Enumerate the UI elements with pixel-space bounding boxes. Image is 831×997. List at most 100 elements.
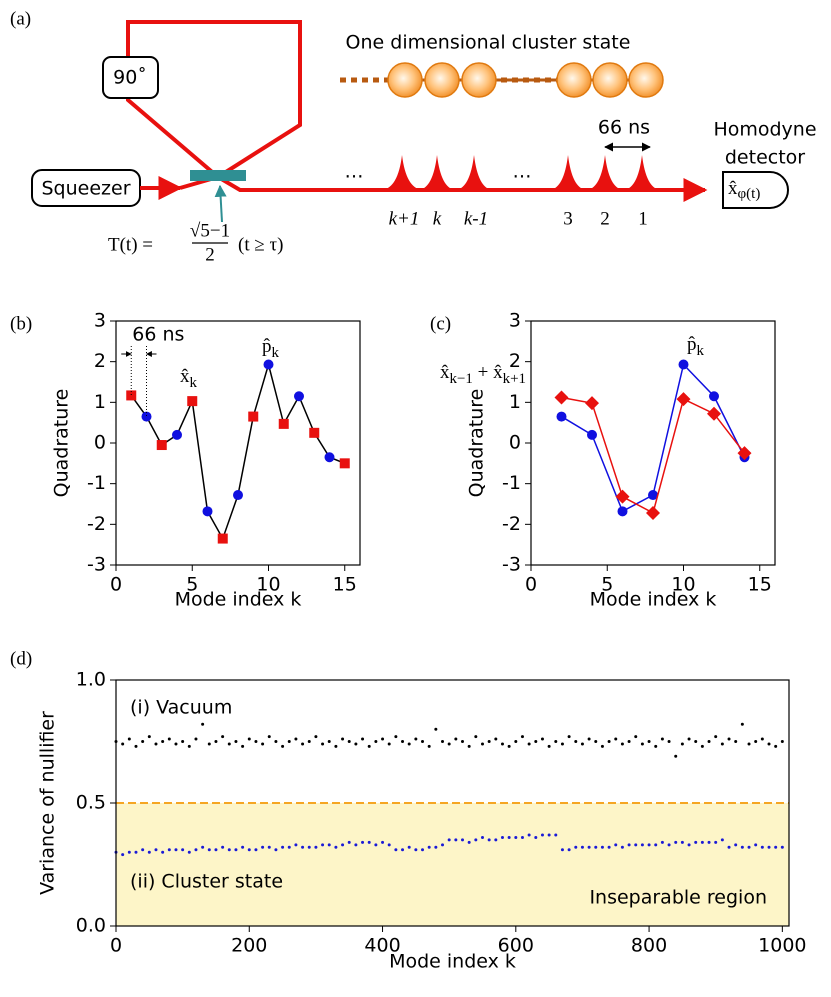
y-tick-label: -1	[502, 472, 521, 494]
marker	[126, 390, 137, 401]
panel-label: (a)	[10, 8, 31, 29]
point	[127, 850, 131, 854]
point	[121, 853, 125, 857]
point	[307, 740, 311, 743]
y-tick-label: -1	[87, 472, 106, 494]
x-tick-label: 5	[186, 574, 198, 596]
marker	[278, 418, 289, 429]
point	[154, 742, 158, 746]
marker	[217, 533, 228, 544]
y-tick-label: 3	[509, 310, 521, 332]
panel-label: (b)	[10, 313, 32, 334]
point	[381, 840, 385, 844]
point	[207, 742, 211, 746]
point	[594, 845, 598, 849]
point	[640, 742, 644, 746]
point	[221, 735, 225, 739]
point	[154, 848, 158, 852]
x-tick-label: 10	[256, 574, 280, 596]
series-label: p̂k	[687, 334, 705, 359]
point	[427, 744, 431, 748]
marker	[648, 490, 658, 501]
point	[201, 845, 205, 849]
marker	[676, 392, 691, 407]
point	[767, 742, 771, 746]
point	[367, 840, 371, 844]
point	[614, 737, 618, 741]
point	[207, 848, 211, 852]
point	[527, 742, 531, 746]
label-base: p̂	[687, 334, 697, 355]
pointer	[214, 184, 227, 223]
marker	[556, 411, 567, 422]
x-tick-label: 10	[671, 574, 695, 596]
point	[487, 740, 491, 743]
point	[354, 742, 358, 746]
point	[381, 737, 385, 741]
point	[740, 722, 744, 726]
point	[241, 744, 245, 748]
pulse-label: 2	[600, 208, 610, 229]
point	[287, 740, 291, 743]
point	[454, 838, 458, 842]
point	[447, 742, 451, 746]
point	[740, 845, 744, 849]
point	[660, 840, 664, 844]
point	[427, 845, 431, 849]
point	[327, 843, 331, 847]
point	[567, 735, 571, 739]
rotation-box	[102, 56, 159, 99]
detector-label: Homodyne	[713, 119, 816, 141]
ellipsis: …	[345, 161, 364, 183]
point	[181, 740, 185, 743]
point	[620, 742, 624, 746]
point	[500, 742, 504, 746]
marker	[263, 359, 274, 370]
y-tick-label: -3	[87, 554, 106, 576]
pulse-label: 1	[638, 208, 648, 229]
point	[500, 835, 504, 839]
point	[560, 742, 564, 746]
point	[780, 845, 784, 849]
x-tick-label: 15	[333, 574, 357, 596]
y-axis-label: Quadrature	[466, 389, 488, 498]
point	[587, 845, 591, 849]
point	[281, 744, 285, 748]
point	[627, 843, 631, 847]
point	[441, 740, 445, 743]
y-tick-label: 1	[509, 391, 521, 413]
point	[214, 740, 218, 743]
label-base: x̂	[440, 362, 450, 383]
marker	[707, 406, 721, 421]
point	[134, 744, 138, 748]
point	[647, 843, 651, 847]
point	[734, 740, 738, 743]
marker	[202, 506, 213, 517]
point	[474, 838, 478, 842]
point	[267, 845, 271, 849]
point	[747, 742, 751, 746]
point	[640, 843, 644, 847]
point	[327, 740, 331, 743]
point	[301, 845, 305, 849]
y-tick-label: 1	[94, 391, 106, 413]
point	[580, 742, 584, 746]
pulse-label: k	[433, 208, 442, 229]
detector-label: detector	[725, 147, 805, 169]
marker	[585, 396, 599, 411]
point	[514, 740, 518, 743]
squeezer-label: Squeezer	[41, 178, 130, 200]
point	[287, 845, 291, 849]
cluster-nodes	[387, 62, 664, 98]
point	[414, 737, 418, 741]
point	[654, 744, 658, 748]
spacing-label: 66 ns	[598, 117, 650, 139]
point	[407, 845, 411, 849]
point	[274, 740, 278, 743]
marker	[187, 396, 198, 407]
point	[534, 835, 538, 839]
point	[707, 840, 711, 844]
marker	[294, 391, 304, 402]
point	[394, 848, 398, 852]
y-tick-label: 0.5	[76, 792, 106, 814]
